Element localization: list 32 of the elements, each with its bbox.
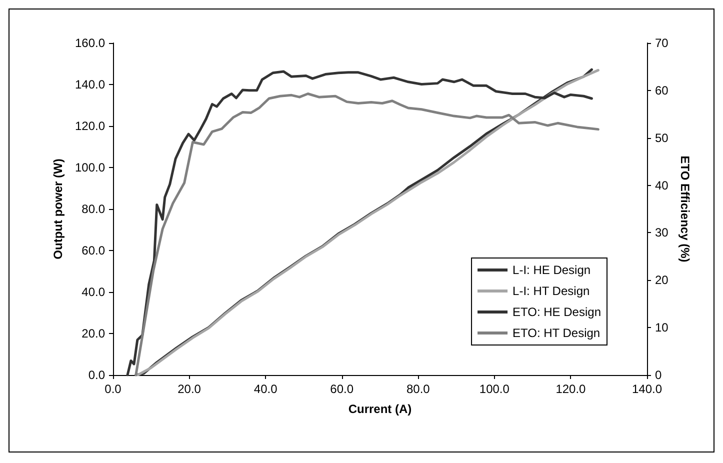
y2-tick-label: 60 [655,83,669,98]
y-tick-label: 40.0 [82,285,106,299]
y2-tick-label: 0 [655,368,662,382]
y2-tick-label: 30 [655,226,669,240]
x-tick-label: 20.0 [178,382,202,396]
x-tick-label: 60.0 [330,382,354,396]
y-tick-label: 100.0 [74,160,106,174]
y-tick-label: 120.0 [74,119,106,133]
x-tick-label: 80.0 [406,382,430,396]
y2-axis-title: ETO Efficiency (%) [678,156,692,262]
y2-tick-label: 40 [655,178,669,192]
y-tick-label: 0.0 [88,368,106,382]
y2-tick-label: 50 [655,130,669,145]
y2-tick-label: 70 [655,36,669,50]
legend-label: ETO: HE Design [512,305,602,319]
x-tick-label: 0.0 [104,382,122,396]
x-tick-label: 100.0 [479,382,510,396]
legend-label: L-I: HE Design [512,263,591,277]
legend-label: L-I: HT Design [512,284,590,298]
y2-tick-label: 20 [655,273,669,288]
x-tick-label: 40.0 [254,382,278,396]
x-axis-title: Current (A) [348,402,412,416]
y-tick-label: 20.0 [82,326,106,340]
y-tick-label: 60.0 [82,244,106,258]
y2-tick-label: 10 [655,320,669,335]
y-axis-title: Output power (W) [51,158,66,260]
legend-label: ETO: HT Design [512,326,600,340]
y-tick-label: 80.0 [82,202,106,216]
y-tick-label: 160.0 [74,36,106,50]
x-tick-label: 120.0 [556,382,586,396]
y-tick-label: 140.0 [74,78,106,92]
x-tick-label: 140.0 [632,382,662,396]
